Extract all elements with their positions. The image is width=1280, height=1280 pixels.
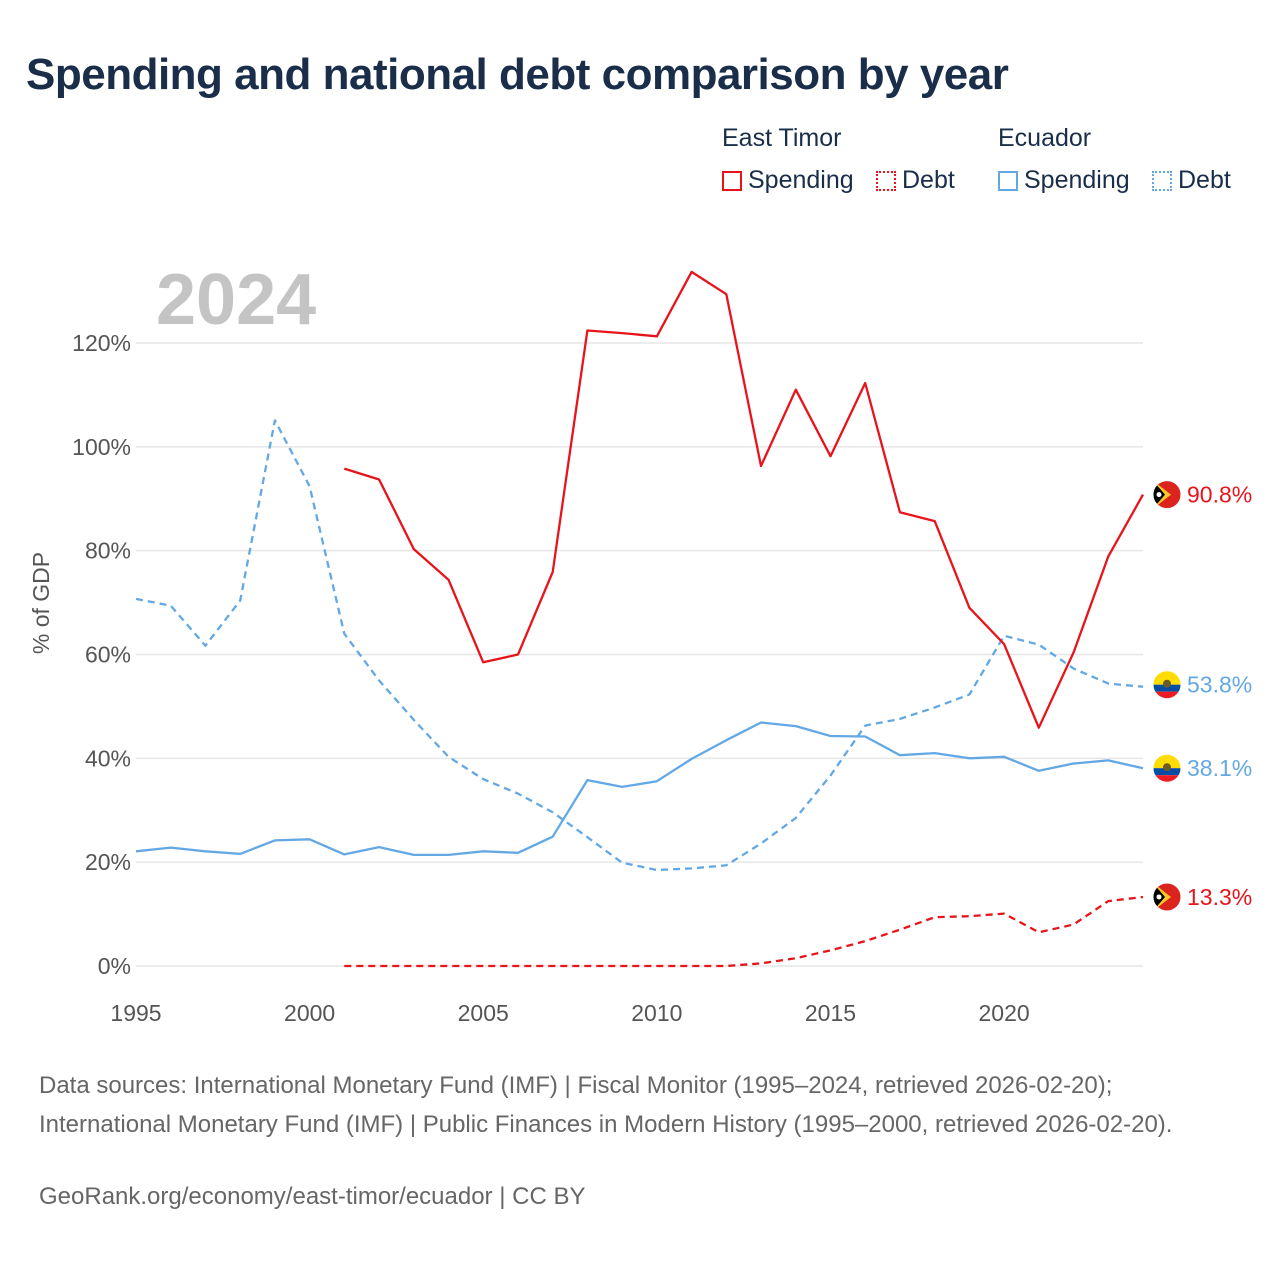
series-line-ecuador-debt[interactable] — [135, 419, 1144, 872]
legend-item-ecuador-spending[interactable]: Spending — [998, 166, 1130, 195]
y-tick-label: 0% — [98, 953, 131, 979]
x-tick-label: 1995 — [110, 1000, 161, 1026]
x-tick-label: 2010 — [631, 1000, 682, 1026]
legend-label: Debt — [902, 166, 955, 194]
y-tick-label: 120% — [72, 330, 131, 356]
y-tick-label: 80% — [85, 538, 131, 564]
x-tick-label: 2020 — [979, 1000, 1030, 1026]
legend-swatch-dotted-blue — [1152, 170, 1172, 191]
legend-swatch-solid-red — [722, 170, 742, 191]
series-line-east-timor-spending[interactable] — [343, 270, 1145, 729]
legend-item-ecuador-debt[interactable]: Debt — [1152, 166, 1231, 195]
legend-label: Debt — [1178, 166, 1231, 194]
legend-group-east-timor: East Timor — [722, 124, 842, 152]
end-value-label: 53.8% — [1187, 672, 1252, 698]
legend-swatch-dotted-red — [876, 170, 896, 191]
legend-group-ecuador: Ecuador — [998, 124, 1092, 152]
y-tick-label: 20% — [85, 849, 131, 875]
end-marker-ecuador-debt: 53.8% — [1152, 670, 1252, 700]
end-value-label: 90.8% — [1187, 482, 1252, 508]
x-tick-label: 2015 — [805, 1000, 856, 1026]
legend-swatch-solid-blue — [998, 170, 1018, 191]
legend-label: Spending — [748, 166, 854, 194]
year-watermark: 2024 — [156, 260, 316, 340]
series-line-ecuador-spending[interactable] — [135, 721, 1144, 857]
x-tick-label: 2005 — [458, 1000, 509, 1026]
legend-item-east-timor-debt[interactable]: Debt — [876, 166, 955, 195]
end-value-label: 38.1% — [1187, 755, 1252, 781]
end-marker-ecuador-spending: 38.1% — [1152, 753, 1252, 783]
y-axis-label: % of GDP — [28, 552, 54, 654]
y-tick-label: 100% — [72, 434, 131, 460]
end-value-label: 13.3% — [1187, 884, 1252, 910]
y-tick-label: 40% — [85, 745, 131, 771]
series-line-east-timor-debt[interactable] — [344, 895, 1144, 968]
end-marker-east-timor-debt: 13.3% — [1152, 882, 1252, 912]
x-tick-label: 2000 — [284, 1000, 335, 1026]
legend-item-east-timor-spending[interactable]: Spending — [722, 166, 854, 195]
legend-label: Spending — [1024, 166, 1130, 194]
footer-link[interactable]: GeoRank.org/economy/east-timor/ecuador |… — [39, 1183, 586, 1210]
chart-title: Spending and national debt comparison by… — [26, 50, 1009, 99]
line-chart: 2024 % of GDP 0% 20% 40% 60% 80% 100% 120% 199… — [28, 260, 1252, 1026]
y-tick-label: 60% — [85, 642, 131, 668]
end-marker-east-timor-spending: 90.8% — [1152, 480, 1252, 510]
footer-sources: Data sources: International Monetary Fun… — [39, 1072, 1173, 1138]
